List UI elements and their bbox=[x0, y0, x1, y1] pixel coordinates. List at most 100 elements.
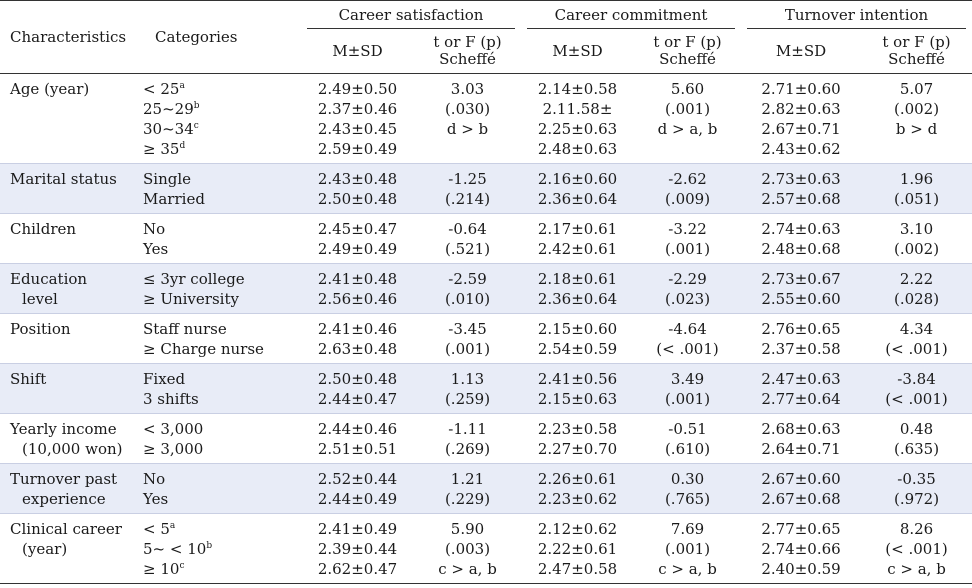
value: c > a, b bbox=[438, 560, 497, 578]
value: (.972) bbox=[893, 490, 940, 508]
value: (.765) bbox=[664, 490, 711, 508]
value: (< .001) bbox=[885, 390, 948, 408]
value: (.003) bbox=[444, 540, 491, 558]
table-row: Shift Fixed 3 shifts 2.50±0.48 2.44±0.47 1.13… bbox=[0, 363, 972, 414]
header-categories: Categories bbox=[143, 0, 301, 74]
value: -2.59 bbox=[448, 270, 487, 288]
category-cell: < 5a 5~ < 10b ≥ 10c bbox=[143, 513, 301, 584]
value: 2.40±0.59 bbox=[761, 560, 841, 578]
value: 2.63±0.48 bbox=[317, 340, 398, 358]
cs-test-cell: 3.03 (.030) d > b bbox=[414, 74, 521, 164]
value: (.051) bbox=[893, 190, 940, 208]
category-label: 30~34c bbox=[143, 120, 199, 138]
value: (.002) bbox=[893, 240, 940, 258]
value: 3.49 bbox=[670, 370, 705, 388]
value: -3.45 bbox=[448, 320, 487, 338]
ti-test-cell: 2.22 (.028) bbox=[861, 263, 972, 314]
value: 2.16±0.60 bbox=[537, 170, 618, 188]
category-label: 5~ < 10b bbox=[143, 540, 213, 558]
value: (.010) bbox=[444, 290, 491, 308]
value: 2.77±0.65 bbox=[761, 520, 841, 538]
value: 5.07 bbox=[899, 80, 934, 98]
characteristic-label: (year) bbox=[22, 540, 68, 558]
cs-test-cell: -1.11 (.269) bbox=[414, 413, 522, 464]
cs-test-cell: -1.25 (.214) bbox=[414, 163, 522, 214]
category-label: Yes bbox=[143, 490, 169, 508]
characteristic-label: Position bbox=[10, 320, 71, 338]
value: 2.15±0.63 bbox=[537, 390, 618, 408]
table-row: Education level ≤ 3yr college ≥ University 2… bbox=[0, 263, 972, 314]
characteristic-cell: Yearly income (10,000 won) bbox=[0, 413, 143, 464]
characteristic-label: Children bbox=[10, 220, 77, 238]
cs-test-cell: 5.90 (.003) c > a, b bbox=[414, 513, 522, 584]
category-label: < 3,000 bbox=[143, 420, 204, 438]
superscript-label: b bbox=[206, 541, 213, 551]
value: -3.22 bbox=[668, 220, 707, 238]
characteristic-label: Clinical career bbox=[10, 520, 122, 538]
characteristic-label: Education bbox=[10, 270, 88, 288]
value: 2.48±0.63 bbox=[537, 140, 618, 158]
value: 2.41±0.48 bbox=[317, 270, 398, 288]
value: 2.45±0.47 bbox=[317, 220, 398, 238]
value: d > b bbox=[446, 120, 489, 138]
cc-msd-cell: 2.26±0.61 2.23±0.62 bbox=[521, 463, 635, 514]
value: 3.10 bbox=[899, 220, 934, 238]
ti-test-cell: -3.84 (< .001) bbox=[861, 363, 972, 414]
characteristic-label: Marital status bbox=[10, 170, 117, 188]
ti-msd-cell: 2.67±0.60 2.67±0.68 bbox=[741, 463, 862, 514]
value: (< .001) bbox=[885, 340, 948, 358]
value: 1.21 bbox=[450, 470, 485, 488]
cc-msd-cell: 2.41±0.56 2.15±0.63 bbox=[521, 363, 635, 414]
value: 2.67±0.68 bbox=[761, 490, 841, 508]
category-cell: Fixed 3 shifts bbox=[143, 363, 301, 414]
characteristic-label: Age (year) bbox=[10, 80, 90, 98]
value: (.610) bbox=[664, 440, 711, 458]
value: (.001) bbox=[664, 540, 711, 558]
value: 2.64±0.71 bbox=[761, 440, 841, 458]
value: 1.13 bbox=[450, 370, 485, 388]
characteristic-cell: Position bbox=[0, 313, 143, 364]
header-turnover-intention: Turnover intention bbox=[741, 0, 972, 32]
value: 2.71±0.60 bbox=[761, 80, 841, 98]
table-row: Children No Yes 2.45±0.47 2.49±0.49 -0.64 (.52… bbox=[0, 213, 972, 264]
cs-test-cell: -0.64 (.521) bbox=[414, 213, 522, 264]
cs-msd-cell: 2.41±0.49 2.39±0.44 2.62±0.47 bbox=[301, 513, 414, 584]
value: (.635) bbox=[893, 440, 940, 458]
cs-test-cell: 1.13 (.259) bbox=[414, 363, 522, 414]
cs-msd-cell: 2.43±0.48 2.50±0.48 bbox=[301, 163, 414, 214]
value: 2.62±0.47 bbox=[317, 560, 398, 578]
cs-msd-cell: 2.52±0.44 2.44±0.49 bbox=[301, 463, 414, 514]
value: (.229) bbox=[444, 490, 491, 508]
cc-msd-cell: 2.16±0.60 2.36±0.64 bbox=[521, 163, 635, 214]
characteristic-label: (10,000 won) bbox=[22, 440, 123, 458]
value: 7.69 bbox=[670, 520, 705, 538]
value: 2.48±0.68 bbox=[761, 240, 841, 258]
cs-msd-cell: 2.50±0.48 2.44±0.47 bbox=[301, 363, 414, 414]
value: 2.41±0.46 bbox=[317, 320, 398, 338]
ti-msd-cell: 2.71±0.60 2.82±0.63 2.67±0.71 2.43±0.62 bbox=[741, 74, 861, 164]
header-test: t or F (p) Scheffé bbox=[414, 32, 522, 74]
characteristic-label: experience bbox=[22, 490, 106, 508]
characteristic-label: level bbox=[22, 290, 58, 308]
superscript-label: a bbox=[179, 81, 185, 91]
value: c > a, b bbox=[658, 560, 717, 578]
value: 2.15±0.60 bbox=[537, 320, 618, 338]
category-cell: < 3,000 ≥ 3,000 bbox=[143, 413, 301, 464]
value: (.259) bbox=[444, 390, 491, 408]
category-label: Yes bbox=[143, 240, 169, 258]
ti-test-cell: 8.26 (< .001) c > a, b bbox=[861, 513, 972, 584]
value: -0.64 bbox=[448, 220, 487, 238]
table-row: Turnover past experience No Yes 2.52±0.44 2.4… bbox=[0, 463, 972, 514]
characteristic-cell: Marital status bbox=[0, 163, 143, 214]
cs-test-cell: -2.59 (.010) bbox=[414, 263, 522, 314]
category-label: < 5a bbox=[143, 520, 176, 538]
value: 1.96 bbox=[899, 170, 934, 188]
characteristic-label: Shift bbox=[10, 370, 47, 388]
table-body: Age (year) < 25a 25~29b 30~34c ≥ 35d 2.49±0.5… bbox=[0, 74, 972, 584]
cc-test-cell: -2.62 (.009) bbox=[634, 163, 742, 214]
header-msd: M±SD bbox=[521, 32, 635, 74]
value: 2.73±0.63 bbox=[761, 170, 841, 188]
header-msd: M±SD bbox=[301, 32, 414, 74]
ti-test-cell: -0.35 (.972) bbox=[861, 463, 972, 514]
value: (.214) bbox=[444, 190, 491, 208]
